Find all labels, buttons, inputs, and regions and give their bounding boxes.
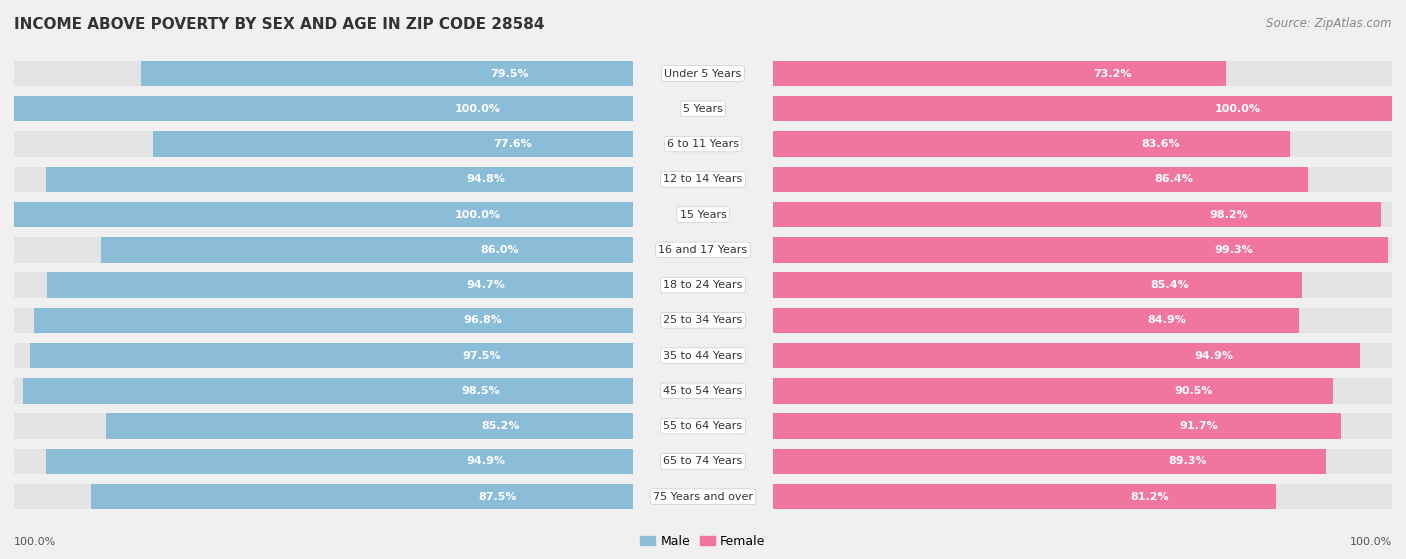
Bar	[773, 378, 1333, 404]
Bar	[14, 343, 633, 368]
Bar	[773, 414, 1340, 439]
Bar	[773, 449, 1392, 474]
Bar	[773, 167, 1392, 192]
Bar	[773, 307, 1299, 333]
Text: 65 to 74 Years: 65 to 74 Years	[664, 456, 742, 466]
Text: 98.5%: 98.5%	[461, 386, 499, 396]
Text: 16 and 17 Years: 16 and 17 Years	[658, 245, 748, 255]
Bar	[14, 237, 633, 263]
Bar	[14, 484, 633, 509]
Bar	[773, 61, 1226, 86]
Bar	[30, 343, 633, 368]
Text: 55 to 64 Years: 55 to 64 Years	[664, 421, 742, 431]
Text: 94.9%: 94.9%	[1194, 350, 1233, 361]
Bar	[773, 202, 1392, 228]
Text: 75 Years and over: 75 Years and over	[652, 492, 754, 501]
Bar	[14, 378, 633, 404]
Bar	[34, 307, 633, 333]
Text: 85.4%: 85.4%	[1150, 280, 1189, 290]
Bar	[773, 96, 1392, 121]
Bar	[773, 484, 1392, 509]
Bar	[153, 131, 633, 157]
Bar	[105, 414, 633, 439]
Bar	[773, 202, 1381, 228]
Bar	[773, 343, 1361, 368]
Bar	[14, 202, 633, 228]
Bar	[14, 131, 633, 157]
Bar	[91, 484, 633, 509]
Bar	[14, 307, 633, 333]
Bar	[773, 131, 1392, 157]
Bar	[101, 237, 633, 263]
Text: 100.0%: 100.0%	[14, 537, 56, 547]
Bar	[773, 237, 1392, 263]
Bar	[45, 449, 633, 474]
Bar	[773, 96, 1392, 121]
Text: 25 to 34 Years: 25 to 34 Years	[664, 315, 742, 325]
Bar	[14, 96, 633, 121]
Text: 45 to 54 Years: 45 to 54 Years	[664, 386, 742, 396]
Text: 94.8%: 94.8%	[467, 174, 506, 184]
Text: 87.5%: 87.5%	[478, 492, 516, 501]
Text: 97.5%: 97.5%	[463, 350, 501, 361]
Text: 85.2%: 85.2%	[482, 421, 520, 431]
Text: 18 to 24 Years: 18 to 24 Years	[664, 280, 742, 290]
Bar	[14, 167, 633, 192]
Text: Source: ZipAtlas.com: Source: ZipAtlas.com	[1267, 17, 1392, 30]
Bar	[14, 272, 633, 298]
Bar	[773, 131, 1291, 157]
Text: 81.2%: 81.2%	[1130, 492, 1170, 501]
Bar	[773, 378, 1392, 404]
Bar	[773, 343, 1392, 368]
Legend: Male, Female: Male, Female	[636, 530, 770, 553]
Text: 100.0%: 100.0%	[1215, 104, 1260, 114]
Text: 86.0%: 86.0%	[481, 245, 519, 255]
Text: 99.3%: 99.3%	[1215, 245, 1253, 255]
Bar	[14, 61, 633, 86]
Bar	[24, 378, 633, 404]
Bar	[14, 202, 633, 228]
Text: 100.0%: 100.0%	[1350, 537, 1392, 547]
Text: 89.3%: 89.3%	[1168, 456, 1206, 466]
Bar	[773, 237, 1388, 263]
Text: 12 to 14 Years: 12 to 14 Years	[664, 174, 742, 184]
Text: 100.0%: 100.0%	[456, 104, 501, 114]
Text: 98.2%: 98.2%	[1209, 210, 1249, 220]
Bar	[141, 61, 633, 86]
Bar	[773, 484, 1275, 509]
Bar	[773, 272, 1392, 298]
Bar	[14, 449, 633, 474]
Bar	[46, 167, 633, 192]
Text: 83.6%: 83.6%	[1142, 139, 1181, 149]
Text: 6 to 11 Years: 6 to 11 Years	[666, 139, 740, 149]
Text: 77.6%: 77.6%	[494, 139, 531, 149]
Text: 90.5%: 90.5%	[1174, 386, 1212, 396]
Bar	[773, 272, 1302, 298]
Text: 86.4%: 86.4%	[1154, 174, 1194, 184]
Text: 79.5%: 79.5%	[491, 69, 529, 78]
Text: 94.9%: 94.9%	[467, 456, 505, 466]
Text: INCOME ABOVE POVERTY BY SEX AND AGE IN ZIP CODE 28584: INCOME ABOVE POVERTY BY SEX AND AGE IN Z…	[14, 17, 544, 32]
Bar	[14, 96, 633, 121]
Bar	[14, 414, 633, 439]
Text: 84.9%: 84.9%	[1147, 315, 1187, 325]
Text: 5 Years: 5 Years	[683, 104, 723, 114]
Text: 35 to 44 Years: 35 to 44 Years	[664, 350, 742, 361]
Text: 15 Years: 15 Years	[679, 210, 727, 220]
Bar	[773, 449, 1326, 474]
Text: 91.7%: 91.7%	[1180, 421, 1218, 431]
Text: 73.2%: 73.2%	[1094, 69, 1132, 78]
Text: 96.8%: 96.8%	[464, 315, 502, 325]
Text: 100.0%: 100.0%	[456, 210, 501, 220]
Bar	[773, 307, 1392, 333]
Bar	[773, 167, 1308, 192]
Bar	[46, 272, 633, 298]
Text: 94.7%: 94.7%	[467, 280, 506, 290]
Bar	[773, 61, 1392, 86]
Bar	[773, 414, 1392, 439]
Text: Under 5 Years: Under 5 Years	[665, 69, 741, 78]
